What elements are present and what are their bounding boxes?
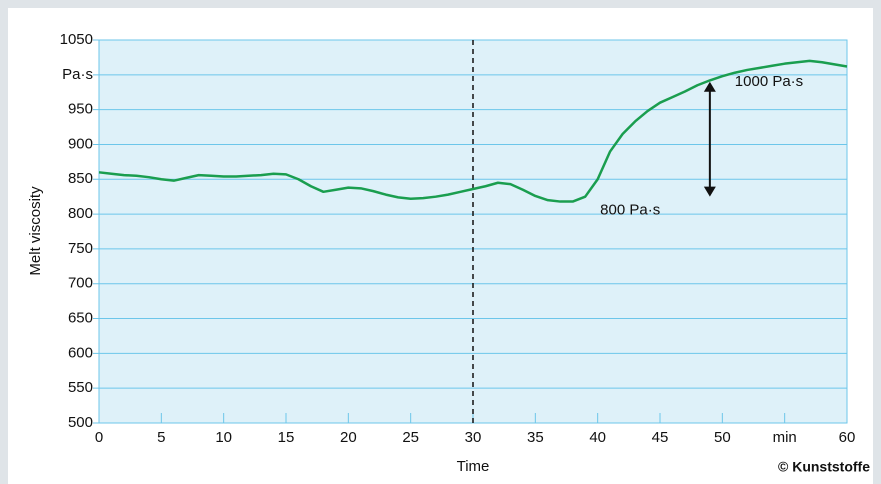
y-tick-label: 900 [68,135,93,152]
x-tick-label: 25 [402,429,419,446]
y-tick-label: 850 [68,170,93,187]
y-tick-label: 650 [68,310,93,327]
x-axis-label: Time [457,458,490,475]
annotation: 1000 Pa·s [735,73,803,90]
x-tick-label: 20 [340,429,357,446]
x-tick-label: 5 [157,429,165,446]
x-tick-label: 50 [714,429,731,446]
x-tick-label: 40 [589,429,606,446]
x-tick-label: 10 [215,429,232,446]
y-tick-label: 750 [68,240,93,257]
y-axis-label: Melt viscosity [27,186,44,276]
arrow-head [703,186,716,197]
x-tick-label: 35 [527,429,544,446]
y-tick-label: 700 [68,275,93,292]
y-tick-label: 550 [68,379,93,396]
credit: © Kunststoffe [778,459,870,475]
x-tick-label: 45 [652,429,669,446]
y-tick-label: 600 [68,344,93,361]
x-tick-label: min [773,429,797,446]
x-tick-label: 0 [95,429,103,446]
y-tick-label: Pa·s [62,66,93,83]
y-tick-label: 800 [68,205,93,222]
annotation: 800 Pa·s [600,202,660,219]
y-tick-label: 500 [68,414,93,431]
arrow-head [703,81,716,92]
y-tick-label: 1050 [60,31,93,48]
x-tick-label: 15 [278,429,295,446]
x-tick-label: 30 [465,429,482,446]
x-tick-label: 60 [839,429,856,446]
data-line [98,59,848,203]
y-tick-label: 950 [68,101,93,118]
